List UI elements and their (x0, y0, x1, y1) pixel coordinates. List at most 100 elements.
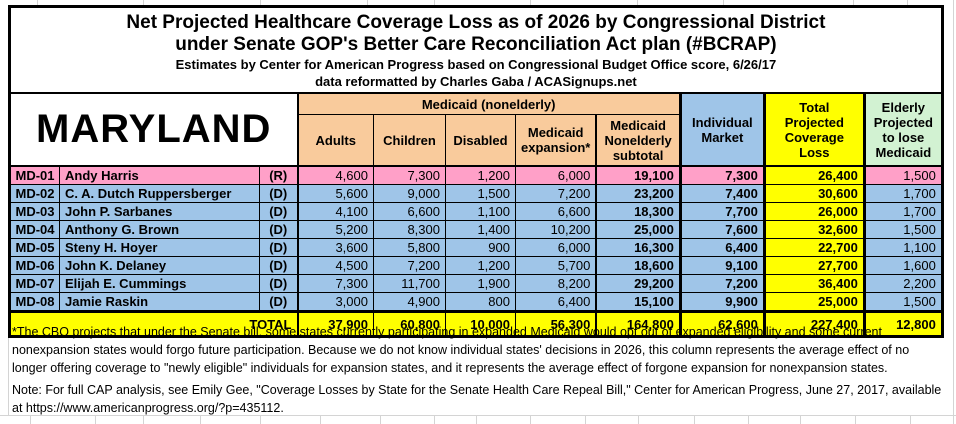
cell-subtotal: 18,300 (595, 202, 681, 221)
table-row-md-07: MD-07 Elijah E. Cummings (D) 7,300 11,70… (9, 274, 943, 293)
col-header-medicaid-subtotal: Medicaid Nonelderly subtotal (595, 114, 681, 167)
grid-line (855, 415, 856, 424)
cell-individual: 9,100 (678, 256, 765, 275)
cell-name: John P. Sarbanes (59, 202, 260, 221)
cell-individual: 7,200 (678, 274, 765, 293)
cell-district: MD-06 (9, 256, 60, 275)
footnote-source-note: Note: For full CAP analysis, see Emily G… (12, 383, 942, 415)
table-row-md-01: MD-01 Andy Harris (R) 4,600 7,300 1,200 … (9, 165, 943, 185)
cell-individual: 9,900 (678, 292, 765, 312)
cell-party: (D) (259, 238, 298, 257)
table-row-md-03: MD-03 John P. Sarbanes (D) 4,100 6,600 1… (9, 202, 943, 221)
cell-name: Elijah E. Cummings (59, 274, 260, 293)
cell-elderly: 1,100 (862, 238, 943, 257)
cell-children: 6,600 (373, 202, 446, 221)
grid-line (434, 0, 435, 5)
cell-total: 22,700 (762, 238, 865, 257)
col-header-adults: Adults (296, 114, 374, 167)
cell-party: (D) (259, 220, 298, 239)
cell-individual: 7,300 (678, 165, 765, 185)
cell-total-adults: 37,900 (296, 310, 374, 337)
table-row-md-05: MD-05 Steny H. Hoyer (D) 3,600 5,800 900… (9, 238, 943, 257)
cell-children: 7,200 (373, 256, 446, 275)
title-line-1: Net Projected Healthcare Coverage Loss a… (126, 12, 826, 33)
title-row: Net Projected Healthcare Coverage Loss a… (9, 6, 943, 94)
grid-line (143, 0, 144, 5)
cell-disabled: 800 (445, 292, 516, 312)
cell-children: 4,900 (373, 292, 446, 312)
col-header-elderly-medicaid: Elderly Projected to lose Medicaid (862, 92, 943, 167)
grid-line (748, 415, 749, 424)
cell-party: (D) (259, 202, 298, 221)
cell-elderly: 1,500 (862, 165, 943, 185)
state-label: MARYLAND (9, 92, 298, 167)
col-header-disabled: Disabled (445, 114, 516, 167)
cell-total-individual: 62,600 (678, 310, 765, 337)
cell-elderly: 2,200 (862, 274, 943, 293)
cell-subtotal: 18,600 (595, 256, 681, 275)
cell-party: (R) (259, 165, 298, 185)
cell-district: MD-03 (9, 202, 60, 221)
col-header-medicaid-expansion: Medicaid expansion* (515, 114, 597, 167)
footnote-asterisk: *The CBO projects that under the Senate … (12, 325, 910, 375)
cell-district: MD-04 (9, 220, 60, 239)
title-line-2: under Senate GOP's Better Care Reconcili… (175, 34, 777, 55)
cell-district: MD-08 (9, 292, 60, 312)
cell-adults: 4,100 (296, 202, 374, 221)
cell-expansion: 10,200 (515, 220, 597, 239)
cell-disabled: 1,200 (445, 165, 516, 185)
cell-adults: 5,200 (296, 220, 374, 239)
grid-line (367, 0, 368, 5)
grid-line (30, 415, 31, 424)
cell-subtotal: 29,200 (595, 274, 681, 293)
cell-name: Anthony G. Brown (59, 220, 260, 239)
table-row-md-02: MD-02 C. A. Dutch Ruppersberger (D) 5,60… (9, 184, 943, 203)
cell-elderly: 1,500 (862, 220, 943, 239)
cell-expansion: 6,600 (515, 202, 597, 221)
cell-subtotal: 19,100 (595, 165, 681, 185)
cell-disabled: 900 (445, 238, 516, 257)
cell-expansion: 7,200 (515, 184, 597, 203)
grid-line (637, 0, 638, 5)
cell-disabled: 1,500 (445, 184, 516, 203)
col-header-children: Children (373, 114, 446, 167)
cell-elderly: 1,700 (862, 202, 943, 221)
grid-line (380, 415, 381, 424)
cell-total: 27,700 (762, 256, 865, 275)
col-header-individual-market: Individual Market (678, 92, 765, 167)
cell-total-subtotal: 164,800 (595, 310, 681, 337)
cell-expansion: 6,000 (515, 165, 597, 185)
grid-line (585, 415, 586, 424)
cell-individual: 6,400 (678, 238, 765, 257)
cell-adults: 3,600 (296, 238, 374, 257)
cell-disabled: 1,200 (445, 256, 516, 275)
col-header-total-projected-loss: Total Projected Coverage Loss (762, 92, 865, 167)
header-row-sub: Adults Children Disabled Medicaid expans… (10, 114, 943, 167)
grid-line (638, 415, 639, 424)
cell-children: 5,800 (373, 238, 446, 257)
cell-total-elderly: 12,800 (862, 310, 943, 337)
cell-district: MD-01 (9, 165, 60, 185)
grid-line (143, 415, 144, 424)
grid-line (530, 415, 531, 424)
medicaid-group-header: Medicaid (nonelderly) (296, 92, 681, 115)
grid-line (200, 415, 201, 424)
cell-district: MD-02 (9, 184, 60, 203)
title-line-4: data reformatted by Charles Gaba / ACASi… (315, 74, 637, 89)
cell-adults: 4,600 (296, 165, 374, 185)
cell-children: 9,000 (373, 184, 446, 203)
cell-elderly: 1,700 (862, 184, 943, 203)
grid-line (95, 415, 96, 424)
cell-total: 36,400 (762, 274, 865, 293)
cell-individual: 7,600 (678, 220, 765, 239)
cell-elderly: 1,500 (862, 292, 943, 312)
table-row-md-06: MD-06 John K. Delaney (D) 4,500 7,200 1,… (9, 256, 943, 275)
cell-adults: 4,500 (296, 256, 374, 275)
grid-line (907, 0, 908, 5)
cell-name: Jamie Raskin (59, 292, 260, 312)
cell-name: Steny H. Hoyer (59, 238, 260, 257)
table-row-total: TOTAL 37,900 60,800 10,000 56,300 164,80… (9, 310, 943, 337)
cell-adults: 5,600 (296, 184, 374, 203)
cell-name: Andy Harris (59, 165, 260, 185)
